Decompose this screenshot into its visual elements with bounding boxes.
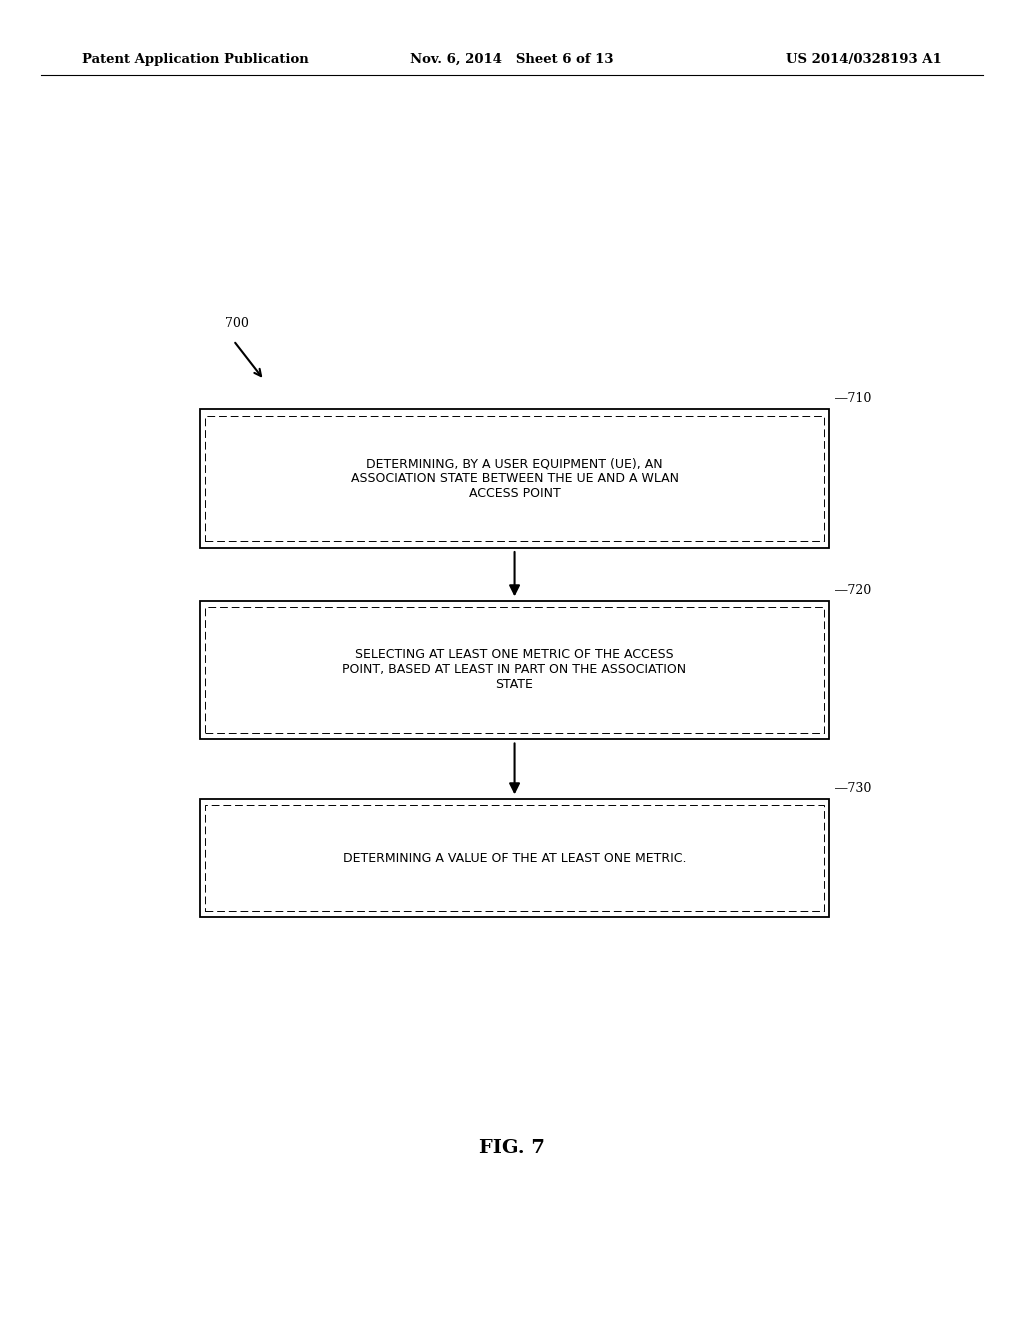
Text: DETERMINING A VALUE OF THE AT LEAST ONE METRIC.: DETERMINING A VALUE OF THE AT LEAST ONE … [343, 851, 686, 865]
Bar [200, 601, 829, 739]
Text: FIG. 7: FIG. 7 [479, 1139, 545, 1158]
Bar [205, 416, 824, 541]
Text: Patent Application Publication: Patent Application Publication [82, 53, 308, 66]
Bar [205, 607, 824, 733]
Text: 700: 700 [225, 317, 249, 330]
Text: ―710: ―710 [835, 392, 871, 405]
Text: ―720: ―720 [835, 583, 870, 597]
Text: DETERMINING, BY A USER EQUIPMENT (UE), AN
ASSOCIATION STATE BETWEEN THE UE AND A: DETERMINING, BY A USER EQUIPMENT (UE), A… [350, 457, 679, 500]
Text: Nov. 6, 2014   Sheet 6 of 13: Nov. 6, 2014 Sheet 6 of 13 [411, 53, 613, 66]
Text: SELECTING AT LEAST ONE METRIC OF THE ACCESS
POINT, BASED AT LEAST IN PART ON THE: SELECTING AT LEAST ONE METRIC OF THE ACC… [342, 648, 687, 692]
Bar [205, 805, 824, 911]
Bar [200, 409, 829, 548]
Bar [200, 799, 829, 917]
Text: ―730: ―730 [835, 781, 871, 795]
Text: US 2014/0328193 A1: US 2014/0328193 A1 [786, 53, 942, 66]
